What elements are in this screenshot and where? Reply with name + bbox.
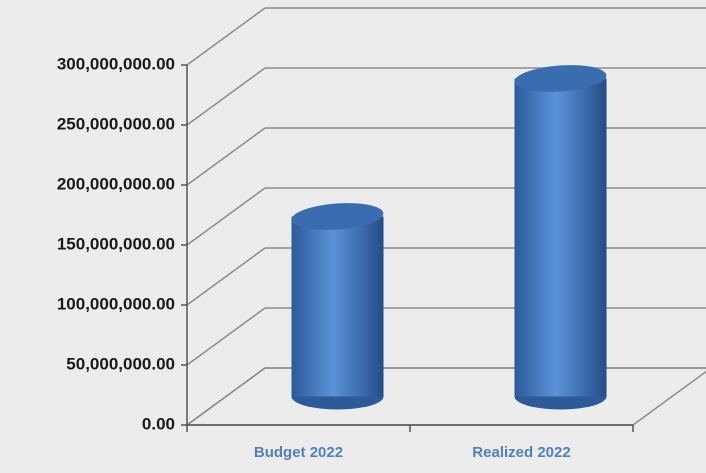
y-tick-label: 50,000,000.00: [66, 354, 175, 373]
bar-top: [291, 203, 384, 230]
y-tick-label: 100,000,000.00: [57, 294, 175, 313]
floor: [184, 367, 706, 426]
y-tick-label: 200,000,000.00: [57, 174, 175, 193]
y-tick-label: 300,000,000.00: [57, 54, 175, 73]
y-tick-label: 250,000,000.00: [57, 114, 175, 133]
grid-line: [186, 7, 266, 66]
y-tick-label: 150,000,000.00: [57, 234, 175, 253]
bar: [514, 78, 607, 397]
bar-top: [514, 65, 607, 92]
x-tick-label: Budget 2022: [254, 444, 343, 461]
grid-line: [186, 307, 266, 366]
bar: [291, 216, 384, 397]
grid-line: [186, 67, 266, 126]
grid-line: [186, 367, 266, 426]
grid-line: [186, 187, 266, 246]
grid-line: [186, 247, 266, 306]
y-tick-label: 0.00: [142, 414, 175, 433]
grid-line: [186, 127, 266, 186]
x-tick-label: Realized 2022: [472, 444, 570, 461]
